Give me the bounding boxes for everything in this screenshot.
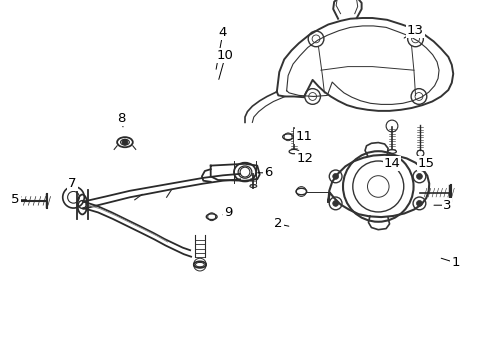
Text: 3: 3 (442, 199, 451, 212)
Text: 7: 7 (68, 177, 77, 190)
Text: 4: 4 (219, 26, 227, 39)
Circle shape (416, 174, 422, 179)
Circle shape (122, 139, 128, 145)
Text: 8: 8 (117, 112, 126, 125)
Text: 13: 13 (407, 24, 424, 37)
Text: 14: 14 (384, 157, 400, 170)
Text: 5: 5 (11, 193, 20, 206)
Circle shape (333, 174, 339, 179)
Text: 10: 10 (217, 49, 234, 62)
Text: 15: 15 (418, 157, 435, 170)
Circle shape (416, 201, 422, 206)
Text: 9: 9 (223, 206, 232, 219)
Text: 11: 11 (295, 130, 312, 143)
Text: 12: 12 (296, 152, 313, 165)
Circle shape (333, 201, 339, 206)
Text: 1: 1 (451, 256, 460, 269)
Text: 2: 2 (274, 217, 283, 230)
Text: 6: 6 (264, 166, 273, 179)
